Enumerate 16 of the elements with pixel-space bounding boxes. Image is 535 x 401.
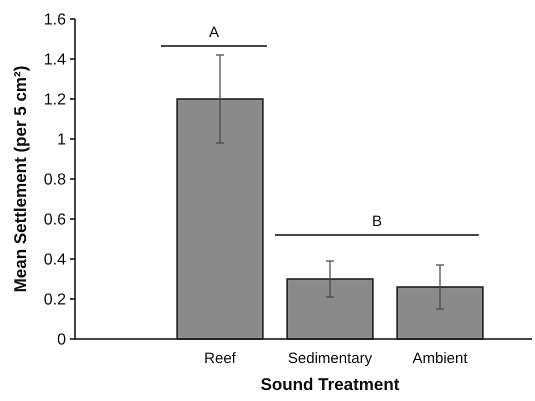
y-tick-label: 1 bbox=[57, 132, 66, 149]
y-tick-label: 0.6 bbox=[44, 212, 66, 229]
y-tick-label: 1.6 bbox=[44, 12, 66, 29]
x-tick-label: Sedimentary bbox=[288, 350, 373, 367]
y-tick-label: 1.2 bbox=[44, 92, 66, 109]
annotation: A bbox=[208, 24, 219, 41]
x-axis-title: Sound Treatment bbox=[260, 375, 400, 394]
y-tick-label: 0 bbox=[57, 332, 66, 349]
y-tick-label: 0.8 bbox=[44, 172, 66, 189]
y-tick-label: 1.4 bbox=[44, 52, 66, 69]
y-tick-label: 0.4 bbox=[44, 252, 66, 269]
x-tick-label: Reef bbox=[204, 350, 237, 367]
x-tick-label: Ambient bbox=[412, 350, 468, 367]
y-tick-label: 0.2 bbox=[44, 292, 66, 309]
y-axis-title: Mean Settlement (per 5 cm²) bbox=[11, 66, 30, 292]
annotation: B bbox=[372, 213, 382, 230]
